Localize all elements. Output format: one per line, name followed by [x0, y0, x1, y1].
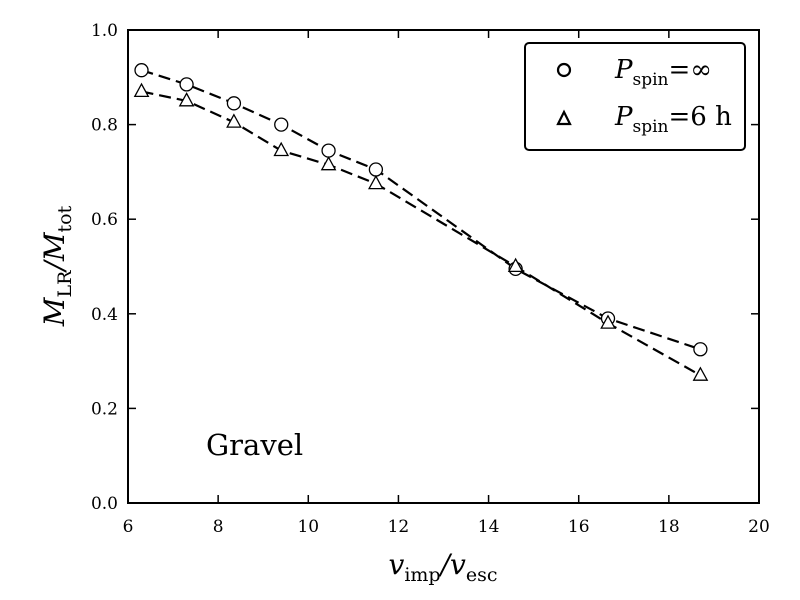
- x-tick-label: 20: [748, 517, 770, 537]
- series-1-point: [134, 63, 149, 78]
- x-axis-label-sub2: esc: [466, 564, 498, 586]
- data-layer: [133, 63, 709, 381]
- series-1-point: [274, 117, 289, 132]
- legend-1-main: P: [614, 55, 633, 85]
- series-1-point: [368, 162, 384, 177]
- legend-label-series-2: Pspin=6 h: [614, 102, 732, 137]
- x-tick-label: 8: [213, 517, 224, 537]
- series-2-point: [507, 257, 524, 273]
- plot-frame: [127, 29, 760, 504]
- x-tick-label: 6: [123, 517, 134, 537]
- y-axis-label-sub2: tot: [54, 205, 76, 232]
- x-axis-label: vimp/vesc: [389, 548, 498, 586]
- y-tick-label: 0.0: [91, 494, 118, 514]
- series-2-point: [368, 174, 384, 190]
- series-2-point: [692, 366, 709, 381]
- y-axis-label-sub1: LR: [54, 270, 76, 298]
- series-1-point: [693, 342, 708, 357]
- ticks-layer: 6 8 10 12 14 16 18 20 0.0 0.2 0.4 0.6 0.8 1.0: [91, 21, 770, 537]
- y-tick-label: 0.8: [91, 116, 118, 136]
- legend-1-sub: spin: [633, 70, 669, 90]
- legend: Pspin=∞ Pspin=6 h: [524, 42, 746, 151]
- x-axis-label-sub1: imp: [404, 564, 440, 586]
- y-axis-label: MLR/Mtot: [38, 205, 76, 327]
- series-2-point: [600, 314, 616, 329]
- series-1-point: [321, 143, 336, 158]
- legend-2-rest: =6 h: [669, 102, 733, 132]
- legend-2-sub: spin: [633, 117, 669, 137]
- y-tick-label: 1.0: [91, 21, 118, 41]
- annotation-gravel: Gravel: [206, 428, 303, 462]
- series-2-point: [133, 82, 150, 98]
- series-2-point: [178, 92, 195, 107]
- series-2-point: [226, 113, 242, 128]
- series-1-point: [226, 96, 242, 111]
- legend-1-rest: =∞: [669, 55, 712, 85]
- legend-2-main: P: [614, 102, 633, 132]
- y-tick-label: 0.2: [91, 399, 118, 419]
- legend-marker-circle: [556, 62, 572, 78]
- series-2-point: [273, 141, 290, 157]
- x-axis-label-sep: /v: [438, 548, 466, 581]
- x-tick-label: 14: [478, 517, 500, 537]
- y-tick-label: 0.4: [91, 305, 118, 325]
- x-tick-label: 12: [388, 517, 410, 537]
- series-1-point: [179, 77, 194, 92]
- x-tick-label: 18: [658, 517, 680, 537]
- legend-marker-triangle: [556, 109, 572, 126]
- x-axis-label-main: v: [389, 548, 405, 581]
- legend-label-series-1: Pspin=∞: [614, 55, 712, 90]
- legend-box: [524, 42, 746, 151]
- y-axis-label-main: M: [38, 296, 71, 327]
- y-axis-label-sep: /M: [38, 231, 71, 273]
- x-tick-label: 16: [568, 517, 590, 537]
- x-tick-label: 10: [297, 517, 319, 537]
- series-2-point: [320, 155, 337, 171]
- y-tick-label: 0.6: [91, 210, 118, 230]
